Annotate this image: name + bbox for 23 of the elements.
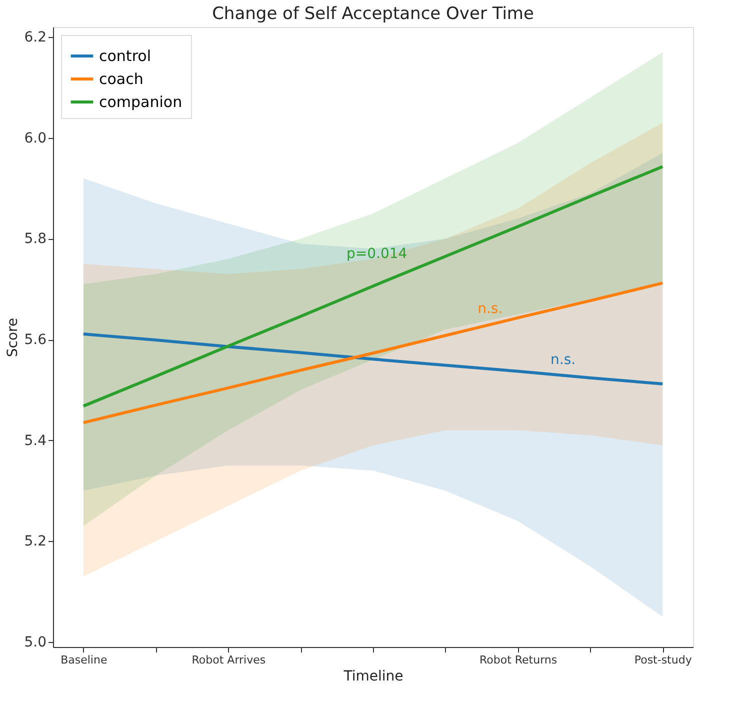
x-tick-label: Baseline (60, 654, 108, 666)
y-tick-label: 5.6 (24, 332, 47, 348)
x-tick-label: Post-study (634, 654, 692, 666)
annotation: p=0.014 (346, 246, 408, 262)
y-axis-title: Score (5, 318, 22, 358)
y-tick-label: 5.0 (24, 634, 46, 650)
y-tick-label: 5.4 (24, 432, 47, 449)
y-tick-label: 6.2 (24, 30, 46, 46)
x-tick-label: Robot Returns (479, 654, 558, 666)
line-series (82, 165, 664, 408)
line-series (82, 332, 664, 386)
legend-label: control (99, 47, 151, 65)
y-tick-label: 6.0 (24, 130, 46, 146)
chart-title: Change of Self Acceptance Over Time (212, 4, 534, 24)
y-tick-label: 5.2 (24, 534, 46, 550)
legend-label: coach (99, 70, 144, 88)
x-tick-label: Robot Arrives (192, 654, 266, 666)
annotation: n.s. (478, 301, 503, 318)
line-series (82, 282, 664, 424)
legend-label: companion (99, 93, 182, 111)
y-tick-label: 5.8 (24, 231, 46, 248)
x-axis-title: Timeline (342, 668, 404, 684)
annotation: n.s. (550, 352, 576, 368)
